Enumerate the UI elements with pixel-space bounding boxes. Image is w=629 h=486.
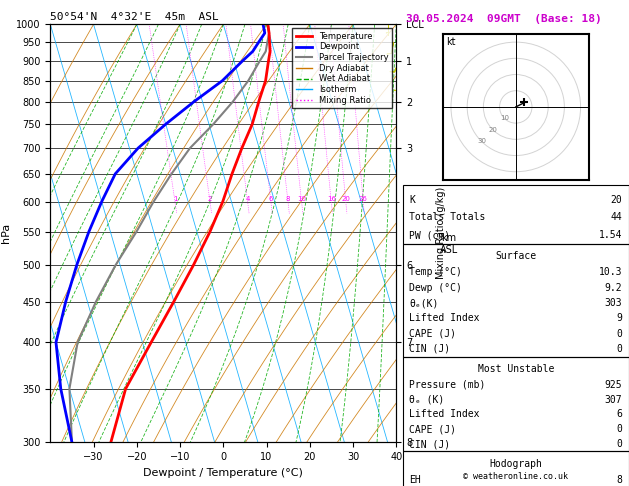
Text: 16: 16 [326,196,336,202]
Text: CIN (J): CIN (J) [409,344,450,354]
Text: K: K [409,194,415,205]
Text: 4: 4 [245,196,250,202]
Text: 10: 10 [297,196,306,202]
Text: 20: 20 [342,196,350,202]
Text: 10.3: 10.3 [599,267,622,278]
Text: 50°54'N  4°32'E  45m  ASL: 50°54'N 4°32'E 45m ASL [50,12,219,22]
Text: Lifted Index: Lifted Index [409,409,480,419]
Text: 8: 8 [616,475,622,485]
Text: 30.05.2024  09GMT  (Base: 18): 30.05.2024 09GMT (Base: 18) [406,14,601,24]
Text: 0: 0 [616,329,622,339]
Text: θₑ(K): θₑ(K) [409,298,439,308]
Text: PW (cm): PW (cm) [409,230,450,240]
Text: EH: EH [409,475,421,485]
Text: 20: 20 [489,126,498,133]
Text: CIN (J): CIN (J) [409,439,450,449]
Text: 1: 1 [173,196,177,202]
Text: 10: 10 [500,115,509,122]
Text: kt: kt [446,37,455,47]
Legend: Temperature, Dewpoint, Parcel Trajectory, Dry Adiabat, Wet Adiabat, Isotherm, Mi: Temperature, Dewpoint, Parcel Trajectory… [292,29,392,108]
Bar [403,244,629,357]
Text: θₑ (K): θₑ (K) [409,395,445,405]
X-axis label: Dewpoint / Temperature (°C): Dewpoint / Temperature (°C) [143,468,303,478]
Text: 6: 6 [269,196,273,202]
Text: 26: 26 [359,196,368,202]
Text: CAPE (J): CAPE (J) [409,329,457,339]
Bar [403,451,629,486]
Bar [403,357,629,451]
Text: Most Unstable: Most Unstable [477,364,554,374]
Text: 2: 2 [208,196,212,202]
Text: 30: 30 [477,138,486,144]
Text: Totals Totals: Totals Totals [409,212,486,222]
Text: 1.54: 1.54 [599,230,622,240]
Bar [403,185,629,244]
Text: 0: 0 [616,439,622,449]
Text: Temp (°C): Temp (°C) [409,267,462,278]
Text: Dewp (°C): Dewp (°C) [409,283,462,293]
Text: Pressure (mb): Pressure (mb) [409,380,486,390]
Text: 0: 0 [616,424,622,434]
Text: 6: 6 [616,409,622,419]
Text: 925: 925 [604,380,622,390]
Y-axis label: km
ASL: km ASL [440,233,458,255]
Text: Hodograph: Hodograph [489,459,542,469]
Text: © weatheronline.co.uk: © weatheronline.co.uk [464,472,568,481]
Text: CAPE (J): CAPE (J) [409,424,457,434]
Text: 8: 8 [286,196,290,202]
Text: Mixing Ratio (g/kg): Mixing Ratio (g/kg) [437,187,446,279]
Text: 44: 44 [611,212,622,222]
Text: 20: 20 [611,194,622,205]
Text: Lifted Index: Lifted Index [409,313,480,323]
Text: Surface: Surface [495,251,537,261]
Text: 307: 307 [604,395,622,405]
Text: 9.2: 9.2 [604,283,622,293]
Y-axis label: hPa: hPa [1,223,11,243]
Text: 0: 0 [616,344,622,354]
Text: 303: 303 [604,298,622,308]
Text: 9: 9 [616,313,622,323]
